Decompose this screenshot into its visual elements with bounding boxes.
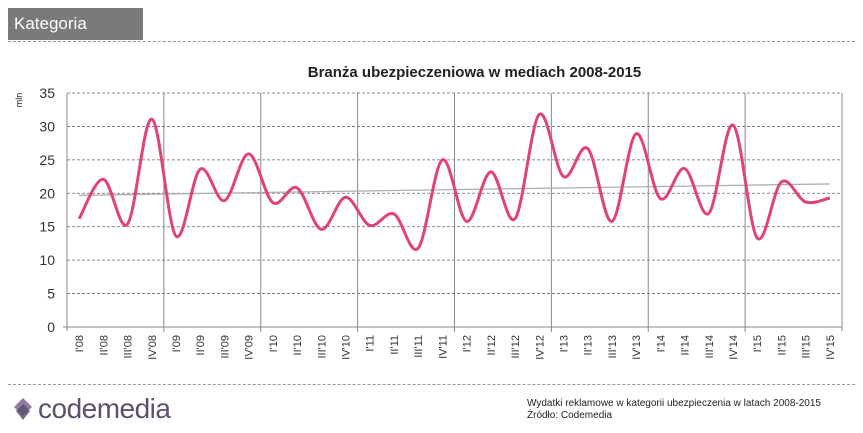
y-tick-label: 0 xyxy=(47,319,55,335)
x-tick-label: II'12 xyxy=(486,335,498,355)
y-tick-label: 10 xyxy=(39,252,55,268)
header-divider xyxy=(8,41,855,42)
x-tick-label: II'14 xyxy=(680,335,692,355)
x-tick-label: II'10 xyxy=(292,335,304,355)
codemedia-logo: codemedia xyxy=(12,393,171,425)
logo-diamond-icon xyxy=(14,398,32,420)
x-tick-label: IV'15 xyxy=(825,335,837,360)
x-tick-label: IV'14 xyxy=(728,335,740,360)
x-tick-label: I'13 xyxy=(558,335,570,352)
x-tick-label: I'15 xyxy=(752,335,764,352)
x-tick-label: I'11 xyxy=(365,335,377,352)
x-tick-label: II'15 xyxy=(776,335,788,355)
y-tick-label: 15 xyxy=(39,219,55,235)
x-tick-label: III'15 xyxy=(801,335,813,359)
footer-divider xyxy=(8,384,855,385)
x-tick-label: III'10 xyxy=(316,335,328,359)
x-tick-label: I'14 xyxy=(655,335,667,352)
x-tick-label: III'12 xyxy=(510,335,522,359)
x-tick-label: II'13 xyxy=(583,335,595,355)
x-tick-label: IV'13 xyxy=(631,335,643,360)
y-axis-label: mln xyxy=(14,93,24,108)
x-tick-label: IV'11 xyxy=(437,335,449,359)
x-tick-label: II'08 xyxy=(98,335,110,355)
y-tick-label: 20 xyxy=(39,185,55,201)
x-tick-label: IV'09 xyxy=(244,335,256,360)
footer-description: Wydatki reklamowe w kategorii ubezpiecze… xyxy=(527,398,821,409)
x-tick-label: I'12 xyxy=(462,335,474,352)
category-header: Kategoria ubezpieczenia xyxy=(8,8,143,65)
x-tick-label: III'11 xyxy=(413,335,425,358)
x-tick-label: III'09 xyxy=(219,335,231,359)
y-tick-label: 35 xyxy=(39,85,55,101)
x-tick-label: IV'08 xyxy=(147,335,159,360)
y-tick-label: 30 xyxy=(39,118,55,134)
x-tick-label: IV'12 xyxy=(534,335,546,360)
x-tick-label: I'09 xyxy=(171,335,183,352)
x-tick-label: III'08 xyxy=(123,335,135,359)
x-tick-label: II'11 xyxy=(389,335,401,355)
footer-source: Źródło: Codemedia xyxy=(527,410,613,421)
x-tick-label: III'13 xyxy=(607,335,619,359)
y-tick-label: 5 xyxy=(47,286,55,302)
x-tick-label: III'14 xyxy=(704,335,716,359)
series-line xyxy=(77,112,831,251)
x-tick-label: II'09 xyxy=(195,335,207,355)
logo-text: codemedia xyxy=(38,393,171,424)
x-tick-label: I'10 xyxy=(268,335,280,352)
x-tick-label: IV'10 xyxy=(341,335,353,360)
y-tick-label: 25 xyxy=(39,152,55,168)
footer-note: Wydatki reklamowe w kategorii ubezpiecze… xyxy=(527,398,821,422)
chart-title: Branża ubezpieczeniowa w mediach 2008-20… xyxy=(308,64,641,81)
x-tick-label: I'08 xyxy=(74,335,86,352)
